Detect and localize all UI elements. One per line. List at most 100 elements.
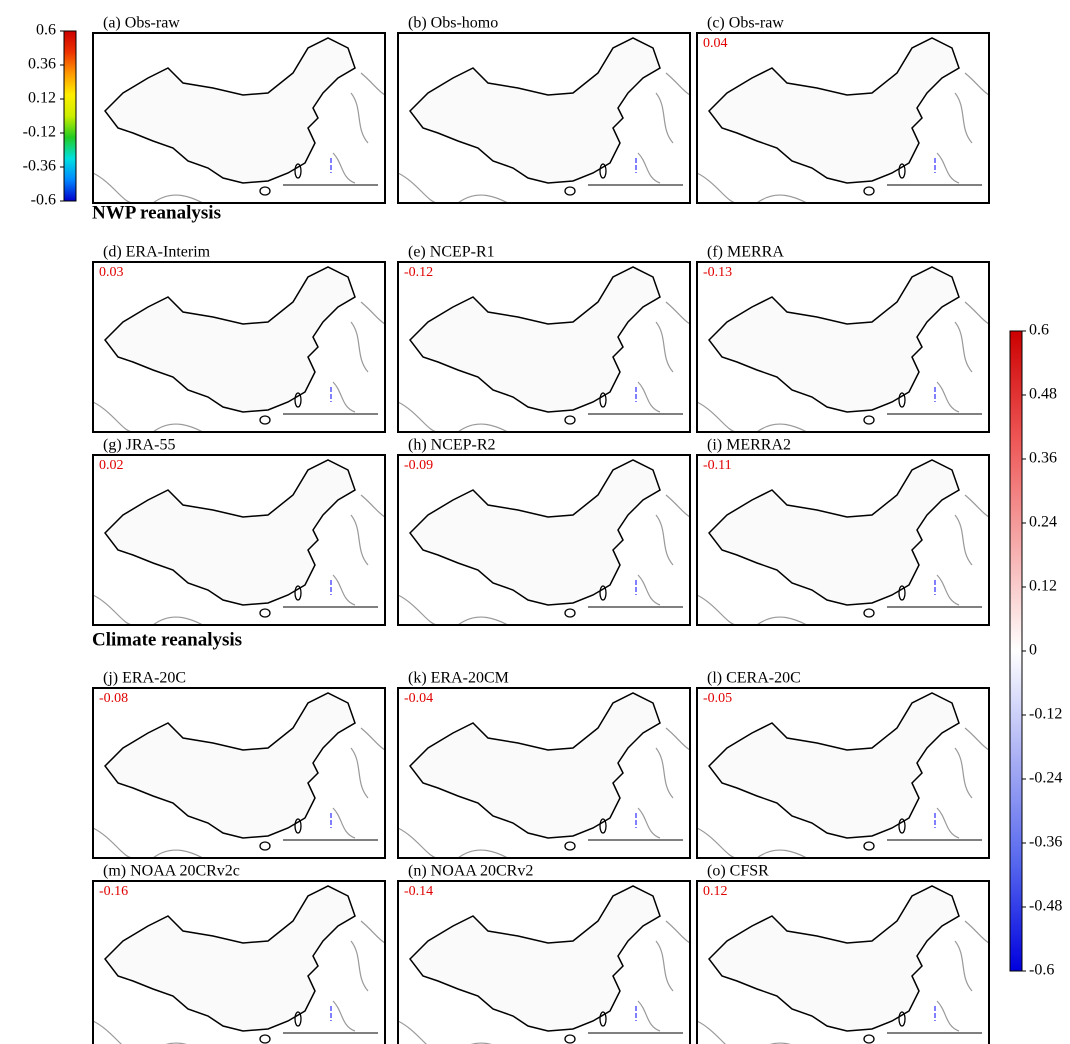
map-panel: -0.13 bbox=[696, 261, 990, 433]
panel-frame bbox=[397, 32, 691, 204]
colorbar-tick-label: 0.36 bbox=[28, 56, 56, 73]
country-outline bbox=[104, 37, 356, 184]
colorbar-tick-label: 0.6 bbox=[36, 22, 56, 39]
island bbox=[599, 818, 607, 834]
country-outline bbox=[409, 37, 661, 184]
colorbar-tick-label: 0.12 bbox=[28, 90, 56, 107]
colorbar-tick-label: 0.6 bbox=[1029, 322, 1049, 339]
panel-title: (a) Obs-raw bbox=[103, 15, 180, 32]
colorbar-tick-label: -0.12 bbox=[23, 124, 56, 141]
panel-frame bbox=[397, 687, 691, 859]
coastline bbox=[398, 494, 690, 625]
coastline bbox=[697, 494, 989, 625]
island bbox=[863, 841, 875, 851]
island bbox=[599, 585, 607, 601]
island bbox=[863, 415, 875, 425]
colorbar-tick-label: 0 bbox=[1029, 642, 1037, 659]
panel-title: (b) Obs-homo bbox=[408, 15, 498, 32]
country-outline bbox=[104, 885, 356, 1032]
panel-frame bbox=[696, 880, 990, 1044]
map-panel: -0.04 bbox=[397, 687, 691, 859]
island bbox=[294, 392, 302, 408]
country-outline bbox=[708, 885, 960, 1032]
map-panel: -0.05 bbox=[696, 687, 990, 859]
colorbar-tick-label: -0.36 bbox=[1029, 834, 1062, 851]
panel-frame bbox=[397, 261, 691, 433]
panel-frame bbox=[696, 454, 990, 626]
country-outline bbox=[708, 37, 960, 184]
panel-frame bbox=[397, 880, 691, 1044]
island bbox=[863, 608, 875, 618]
panel-frame bbox=[696, 687, 990, 859]
island bbox=[599, 163, 607, 179]
panel-mean: 0.12 bbox=[703, 884, 728, 899]
map-panel: -0.16 bbox=[92, 880, 386, 1044]
map-panel: 0.12 bbox=[696, 880, 990, 1044]
panel-mean: -0.11 bbox=[703, 458, 732, 473]
coastline bbox=[93, 72, 385, 203]
panel-mean: -0.08 bbox=[99, 691, 128, 706]
panel-mean: -0.05 bbox=[703, 691, 732, 706]
panel-title: (k) ERA-20CM bbox=[408, 670, 509, 687]
island bbox=[564, 608, 576, 618]
panel-title: (j) ERA-20C bbox=[103, 670, 186, 687]
island bbox=[898, 1011, 906, 1027]
country-outline bbox=[104, 459, 356, 606]
colorbar-tick-label: -0.12 bbox=[1029, 706, 1062, 723]
island bbox=[259, 186, 271, 196]
panel-title: (e) NCEP-R1 bbox=[408, 244, 495, 261]
panel-frame bbox=[92, 880, 386, 1044]
colorbar-tick-label: -0.6 bbox=[1029, 962, 1054, 979]
panel-title: (l) CERA-20C bbox=[707, 670, 801, 687]
map-panel bbox=[92, 32, 386, 204]
coastline bbox=[398, 727, 690, 858]
coastline bbox=[697, 920, 989, 1044]
panel-mean: 0.04 bbox=[703, 36, 728, 51]
island bbox=[564, 186, 576, 196]
island bbox=[898, 163, 906, 179]
country-outline bbox=[104, 692, 356, 839]
country-outline bbox=[708, 692, 960, 839]
island bbox=[259, 841, 271, 851]
coastline bbox=[93, 920, 385, 1044]
island bbox=[564, 841, 576, 851]
coastline bbox=[697, 301, 989, 432]
country-outline bbox=[104, 266, 356, 413]
map-panel: -0.12 bbox=[397, 261, 691, 433]
panel-mean: 0.02 bbox=[99, 458, 124, 473]
coastline bbox=[93, 727, 385, 858]
country-outline bbox=[409, 266, 661, 413]
map-panel: -0.11 bbox=[696, 454, 990, 626]
panel-mean: -0.16 bbox=[99, 884, 128, 899]
map-panel: -0.09 bbox=[397, 454, 691, 626]
panel-title: (h) NCEP-R2 bbox=[408, 437, 496, 454]
section-heading: Climate reanalysis bbox=[92, 629, 242, 650]
colorbar-tick-label: -0.6 bbox=[31, 192, 56, 209]
country-outline bbox=[409, 692, 661, 839]
panel-title: (n) NOAA 20CRv2 bbox=[408, 863, 533, 880]
coastline bbox=[93, 301, 385, 432]
colorbar-tick-label: 0.36 bbox=[1029, 450, 1057, 467]
colorbar-tick-label: 0.12 bbox=[1029, 578, 1057, 595]
island bbox=[564, 415, 576, 425]
island bbox=[259, 608, 271, 618]
panel-frame bbox=[696, 32, 990, 204]
island bbox=[259, 415, 271, 425]
panel-mean: 0.03 bbox=[99, 265, 124, 280]
section-heading: NWP reanalysis bbox=[92, 202, 221, 223]
map-panel: -0.08 bbox=[92, 687, 386, 859]
island bbox=[294, 1011, 302, 1027]
map-panel: 0.02 bbox=[92, 454, 386, 626]
colorbar-tick-label: -0.36 bbox=[23, 158, 56, 175]
colorbar bbox=[63, 30, 77, 202]
map-panel: -0.14 bbox=[397, 880, 691, 1044]
panel-title: (o) CFSR bbox=[707, 863, 769, 880]
island bbox=[599, 1011, 607, 1027]
island bbox=[564, 1034, 576, 1044]
map-panel bbox=[397, 32, 691, 204]
country-outline bbox=[409, 885, 661, 1032]
colorbar-tick-label: -0.24 bbox=[1029, 770, 1062, 787]
coastline bbox=[398, 72, 690, 203]
country-outline bbox=[708, 459, 960, 606]
